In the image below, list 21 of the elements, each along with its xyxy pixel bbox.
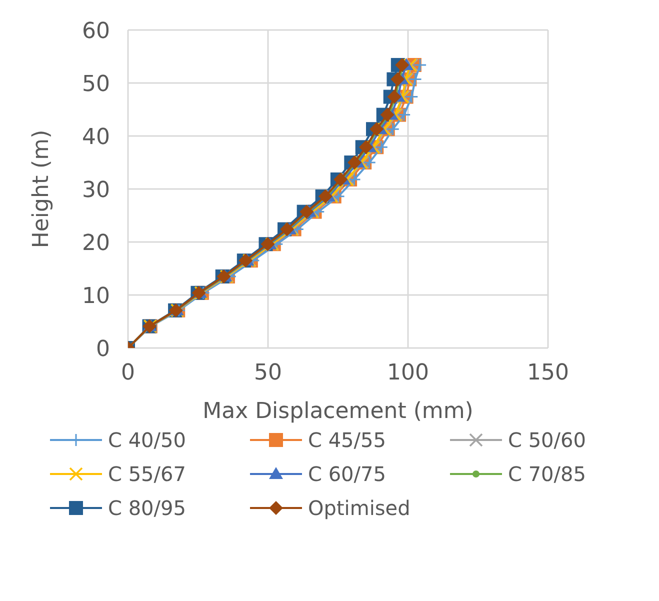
- y-tick-label: 60: [82, 18, 110, 44]
- x-tick-label: 50: [254, 360, 282, 386]
- legend-label: C 60/75: [308, 462, 386, 486]
- y-tick-label: 30: [82, 178, 110, 203]
- y-tick-label: 50: [82, 72, 110, 97]
- y-tick-label: 40: [82, 124, 110, 150]
- legend-label: C 80/95: [108, 496, 186, 520]
- legend-label: C 45/55: [308, 428, 386, 452]
- y-tick-label: 10: [82, 284, 110, 309]
- y-tick-label: 20: [82, 230, 110, 256]
- y-tick-label: 0: [96, 336, 110, 362]
- legend-label: C 50/60: [508, 428, 586, 452]
- x-tick-label: 0: [121, 360, 135, 386]
- x-tick-label: 150: [527, 360, 569, 386]
- legend-label: Optimised: [308, 496, 410, 520]
- legend-label: C 70/85: [508, 462, 586, 486]
- x-axis-title: Max Displacement (mm): [202, 399, 474, 424]
- legend-label: C 55/67: [108, 462, 186, 486]
- y-axis-title: Height (m): [28, 130, 54, 248]
- x-tick-label: 100: [387, 360, 429, 386]
- legend-label: C 40/50: [108, 428, 186, 452]
